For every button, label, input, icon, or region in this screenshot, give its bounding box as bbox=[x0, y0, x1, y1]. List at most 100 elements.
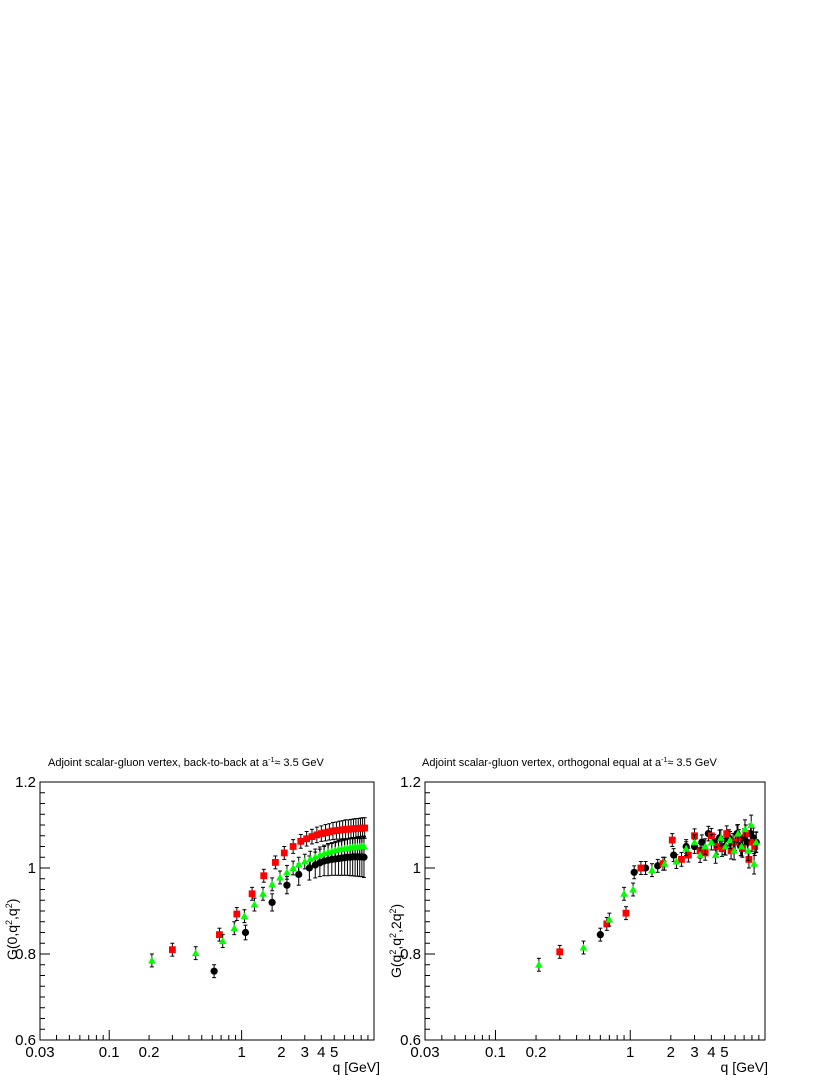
left-x-tick-label: 1 bbox=[237, 1044, 245, 1061]
left-data-point-circle bbox=[241, 924, 250, 941]
right-data-point-triangle bbox=[741, 819, 749, 840]
left-data-point-square bbox=[248, 886, 256, 901]
right-data-point-triangle bbox=[747, 814, 756, 836]
left-plot-frame bbox=[39, 781, 375, 1041]
left-data-point-triangle bbox=[230, 921, 239, 936]
left-data-point-square bbox=[313, 826, 321, 844]
right-data-point-triangle bbox=[535, 957, 543, 972]
right-data-point-triangle bbox=[726, 830, 734, 850]
left-chart-title: Adjoint scalar-gluon vertex, back-to-bac… bbox=[48, 757, 324, 769]
right-data-point-circle bbox=[654, 858, 662, 873]
left-data-point-square bbox=[233, 907, 241, 921]
right-x-tick-label: 0.1 bbox=[485, 1044, 506, 1061]
left-data-point-triangle bbox=[191, 946, 200, 961]
left-data-point-square bbox=[361, 817, 369, 839]
left-x-tick-label: 3 bbox=[301, 1044, 309, 1061]
right-x-tick-label: 2 bbox=[667, 1044, 675, 1061]
left-data-point-triangle bbox=[148, 953, 156, 968]
left-data-point-circle bbox=[268, 893, 276, 912]
right-data-point-triangle bbox=[744, 840, 752, 862]
left-axis-ticks: 0.03 0.1 0.2 1 2 3 4 5 0.6 0.8 1 1.2 bbox=[15, 774, 369, 1061]
left-data-point-triangle bbox=[250, 897, 259, 912]
left-data-point-triangle bbox=[218, 934, 227, 949]
left-data-point-square bbox=[168, 942, 176, 957]
right-data-point-square bbox=[668, 833, 676, 847]
left-y-tick-label: 0.6 bbox=[15, 1032, 36, 1049]
right-data-point-triangle bbox=[629, 882, 637, 897]
right-y-tick-label: 1.2 bbox=[400, 774, 421, 791]
left-data-point-square bbox=[272, 855, 279, 870]
right-data-point-square bbox=[637, 861, 645, 875]
right-x-tick-label: 0.03 bbox=[410, 1044, 439, 1061]
left-data-point-triangle bbox=[289, 860, 297, 876]
right-data-point-square bbox=[622, 906, 630, 921]
left-data-point-triangle bbox=[259, 886, 267, 901]
right-data-point-triangle bbox=[672, 854, 681, 869]
right-data-point-triangle bbox=[696, 847, 704, 863]
right-y-axis-label: G(q2,q2,2q2) bbox=[388, 904, 404, 978]
left-data-point-triangle bbox=[240, 909, 249, 924]
left-y-tick-label: 1 bbox=[28, 860, 36, 877]
right-data-point-triangle bbox=[620, 886, 628, 901]
right-data-point-triangle bbox=[730, 841, 738, 861]
left-x-axis-label: q [GeV] bbox=[333, 1059, 380, 1075]
right-data-point-triangle bbox=[682, 841, 690, 857]
right-data-point-triangle bbox=[717, 829, 725, 847]
left-x-tick-label: 4 bbox=[317, 1044, 325, 1061]
left-data-point-square bbox=[317, 825, 325, 842]
left-x-tick-label: 0.03 bbox=[25, 1044, 54, 1061]
right-data-point-triangle bbox=[579, 940, 588, 955]
left-x-tick-label: 5 bbox=[330, 1044, 338, 1061]
left-data-point-square bbox=[325, 823, 333, 841]
right-data-point-circle bbox=[670, 848, 678, 863]
left-x-tick-label: 0.1 bbox=[99, 1044, 120, 1061]
left-data-point-triangle bbox=[306, 850, 315, 868]
left-data-point-square bbox=[289, 839, 297, 854]
left-data-point-triangle bbox=[360, 835, 368, 858]
right-data-point-triangle bbox=[721, 837, 730, 856]
left-data-point-triangle bbox=[276, 870, 284, 885]
left-data-point-square bbox=[329, 821, 337, 841]
right-data-point-triangle bbox=[711, 846, 720, 864]
left-y-axis-label: G(0,q2,q2) bbox=[4, 899, 20, 960]
left-data-point-circle bbox=[210, 964, 218, 979]
left-data-point-square bbox=[280, 846, 288, 860]
right-x-axis-label: q [GeV] bbox=[721, 1059, 768, 1075]
right-x-tick-label: 0.2 bbox=[526, 1044, 547, 1061]
left-data-point-square bbox=[303, 830, 311, 847]
right-data-point-triangle bbox=[648, 863, 656, 878]
right-data-point-square bbox=[603, 916, 611, 931]
right-x-tick-label: 5 bbox=[720, 1044, 728, 1061]
right-x-tick-label: 4 bbox=[707, 1044, 715, 1061]
left-chart-panel: Adjoint scalar-gluon vertex, back-to-bac… bbox=[4, 757, 380, 1075]
right-y-tick-label: 1 bbox=[413, 860, 421, 877]
left-y-tick-label: 0.8 bbox=[15, 946, 36, 963]
left-data-point-triangle bbox=[294, 856, 303, 873]
right-data-point-circle bbox=[630, 865, 638, 880]
left-data-point-triangle bbox=[268, 877, 276, 892]
right-data-marks bbox=[535, 814, 760, 972]
right-data-point-triangle bbox=[750, 852, 758, 875]
right-plot-frame bbox=[424, 781, 766, 1041]
right-data-point-triangle bbox=[752, 831, 760, 854]
right-x-tick-label: 1 bbox=[626, 1044, 634, 1061]
right-y-tick-label: 0.6 bbox=[400, 1032, 421, 1049]
left-data-point-square bbox=[260, 868, 268, 883]
left-data-point-square bbox=[322, 824, 329, 842]
right-data-point-triangle bbox=[707, 833, 716, 851]
right-y-tick-label: 0.8 bbox=[400, 946, 421, 963]
left-data-point-triangle bbox=[283, 864, 291, 880]
right-data-point-triangle bbox=[734, 824, 742, 844]
right-data-point-square bbox=[556, 944, 564, 959]
right-data-point-triangle bbox=[701, 838, 710, 855]
right-x-tick-label: 3 bbox=[690, 1044, 698, 1061]
right-chart-panel: Adjoint scalar-gluon vertex, orthogonal … bbox=[388, 757, 768, 1075]
right-data-point-square bbox=[678, 852, 685, 867]
right-data-point-triangle bbox=[605, 912, 614, 927]
left-data-point-triangle bbox=[300, 853, 309, 870]
left-x-tick-label: 0.2 bbox=[139, 1044, 160, 1061]
right-data-point-triangle bbox=[737, 836, 746, 857]
right-axis-ticks: 0.03 0.1 0.2 1 2 3 4 5 0.6 0.8 1 1.2 bbox=[400, 774, 760, 1061]
left-data-point-square bbox=[297, 833, 305, 849]
